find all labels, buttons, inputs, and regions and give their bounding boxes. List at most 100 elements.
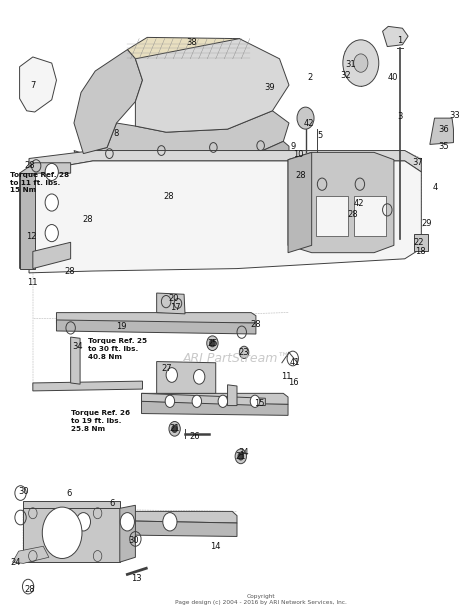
Circle shape: [238, 452, 244, 460]
Text: 6: 6: [66, 489, 72, 498]
Text: 35: 35: [439, 142, 449, 151]
Text: 30: 30: [128, 536, 139, 544]
Text: 41: 41: [290, 358, 300, 367]
Text: Torque Ref. 25
to 30 ft. lbs.
40.8 Nm: Torque Ref. 25 to 30 ft. lbs. 40.8 Nm: [88, 338, 147, 360]
Polygon shape: [383, 26, 408, 47]
Polygon shape: [142, 394, 288, 405]
Text: 2: 2: [308, 73, 313, 82]
Polygon shape: [142, 394, 265, 406]
Circle shape: [166, 368, 177, 383]
Polygon shape: [33, 242, 71, 268]
Polygon shape: [128, 37, 250, 59]
Polygon shape: [12, 546, 49, 563]
Text: 28: 28: [25, 585, 35, 593]
Polygon shape: [56, 320, 256, 334]
Circle shape: [210, 340, 215, 347]
Circle shape: [235, 449, 246, 463]
Circle shape: [218, 395, 228, 408]
Text: 1: 1: [397, 36, 403, 45]
Text: 18: 18: [415, 247, 426, 256]
Text: 6: 6: [109, 499, 114, 508]
Circle shape: [169, 422, 180, 436]
Text: 36: 36: [438, 124, 449, 134]
Text: 19: 19: [116, 322, 127, 330]
Text: 31: 31: [345, 61, 356, 69]
Text: 42: 42: [354, 199, 364, 208]
Polygon shape: [288, 153, 312, 253]
Polygon shape: [74, 50, 143, 154]
Polygon shape: [120, 505, 136, 562]
Circle shape: [163, 512, 177, 531]
Polygon shape: [394, 172, 406, 239]
Polygon shape: [228, 385, 237, 406]
Polygon shape: [19, 163, 71, 268]
Text: 16: 16: [288, 378, 299, 387]
Circle shape: [207, 336, 218, 351]
Text: Torque Ref. 28
to 11 ft. lbs.
15 Nm: Torque Ref. 28 to 11 ft. lbs. 15 Nm: [10, 172, 69, 194]
Text: 5: 5: [317, 131, 322, 140]
Text: 11: 11: [27, 278, 38, 286]
Text: 21: 21: [236, 452, 246, 461]
Text: 25: 25: [207, 339, 218, 348]
Text: 28: 28: [25, 161, 35, 170]
Text: ARI PartStream™: ARI PartStream™: [183, 352, 291, 365]
Polygon shape: [23, 508, 120, 562]
Text: 29: 29: [422, 219, 432, 229]
Polygon shape: [83, 142, 289, 173]
Text: 3: 3: [397, 112, 403, 121]
Circle shape: [250, 395, 260, 408]
Circle shape: [297, 107, 314, 129]
Text: 15: 15: [255, 398, 265, 408]
Text: 39: 39: [264, 83, 274, 92]
Polygon shape: [136, 39, 289, 132]
Text: 27: 27: [162, 364, 173, 373]
Text: 14: 14: [210, 543, 221, 551]
Polygon shape: [354, 196, 386, 236]
Text: 28: 28: [347, 210, 358, 219]
Text: 10: 10: [293, 150, 304, 159]
Circle shape: [45, 224, 58, 242]
Text: 17: 17: [170, 303, 181, 312]
Text: 11: 11: [282, 372, 292, 381]
Circle shape: [76, 512, 91, 531]
Polygon shape: [288, 153, 394, 253]
Polygon shape: [142, 402, 288, 416]
Text: 28: 28: [83, 215, 93, 224]
Polygon shape: [430, 118, 454, 145]
Polygon shape: [33, 381, 143, 391]
Polygon shape: [74, 111, 289, 166]
Polygon shape: [29, 161, 421, 273]
Text: 7: 7: [30, 80, 36, 89]
Polygon shape: [19, 57, 56, 112]
Text: 21: 21: [169, 424, 180, 433]
Polygon shape: [71, 337, 80, 384]
Text: 9: 9: [290, 142, 295, 151]
Text: 32: 32: [340, 71, 351, 80]
Polygon shape: [29, 151, 421, 172]
Text: 37: 37: [412, 158, 423, 167]
Text: 28: 28: [163, 192, 174, 201]
Circle shape: [42, 507, 82, 558]
Circle shape: [343, 40, 379, 86]
Text: 28: 28: [295, 170, 306, 180]
Circle shape: [193, 370, 205, 384]
Text: 22: 22: [414, 238, 424, 247]
Text: 33: 33: [449, 111, 460, 120]
Text: 26: 26: [189, 432, 200, 441]
Text: 4: 4: [433, 183, 438, 192]
Text: 20: 20: [168, 294, 178, 303]
Circle shape: [120, 512, 135, 531]
Circle shape: [45, 164, 58, 180]
Text: 23: 23: [239, 348, 249, 357]
Text: 13: 13: [131, 574, 142, 583]
Polygon shape: [156, 293, 185, 314]
Polygon shape: [44, 511, 237, 523]
Polygon shape: [156, 362, 216, 394]
Polygon shape: [19, 173, 35, 268]
Circle shape: [172, 425, 177, 433]
Text: 42: 42: [303, 118, 314, 128]
Polygon shape: [23, 501, 120, 508]
Polygon shape: [414, 234, 428, 251]
Text: 28: 28: [251, 321, 261, 329]
Circle shape: [45, 194, 58, 211]
